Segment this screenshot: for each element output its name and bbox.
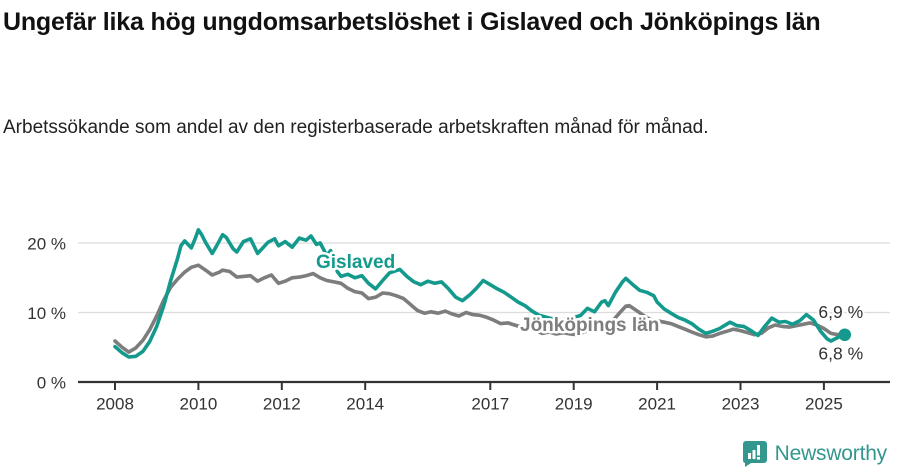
- gislaved-line: [113, 228, 847, 359]
- x-axis-label: 2012: [263, 395, 301, 414]
- x-axis-label: 2008: [96, 395, 134, 414]
- x-axis-label: 2010: [179, 395, 217, 414]
- gislaved-end-dot: [838, 328, 852, 342]
- y-axis-label: 0 %: [37, 374, 66, 393]
- x-axis-label: 2023: [722, 395, 760, 414]
- chart-subtitle: Arbetssökande som andel av den registerb…: [3, 117, 709, 138]
- x-axis-label: 2025: [805, 395, 843, 414]
- page-title: Ungefär lika hög ungdomsarbetslöshet i G…: [3, 8, 821, 36]
- jonkoping-series-label: Jönköpings län: [520, 315, 659, 336]
- x-axis-label: 2019: [555, 395, 593, 414]
- gislaved-series-label: Gislaved: [316, 252, 395, 273]
- jonkoping-line: [113, 263, 847, 354]
- gislaved-end-value-label: 6,8 %: [818, 344, 863, 364]
- jonkoping-end-value-label: 6,9 %: [818, 302, 863, 322]
- x-axis-label: 2021: [638, 395, 676, 414]
- newsworthy-brand-text: Newsworthy: [774, 441, 888, 465]
- y-axis-label: 10 %: [27, 304, 66, 323]
- newsworthy-logo[interactable]: Newsworthy: [741, 440, 887, 467]
- y-axis-label: 20 %: [27, 235, 66, 254]
- newsworthy-speech-bubble-bars-icon: [741, 440, 768, 467]
- x-axis-label: 2017: [471, 395, 509, 414]
- x-axis-label: 2014: [346, 395, 384, 414]
